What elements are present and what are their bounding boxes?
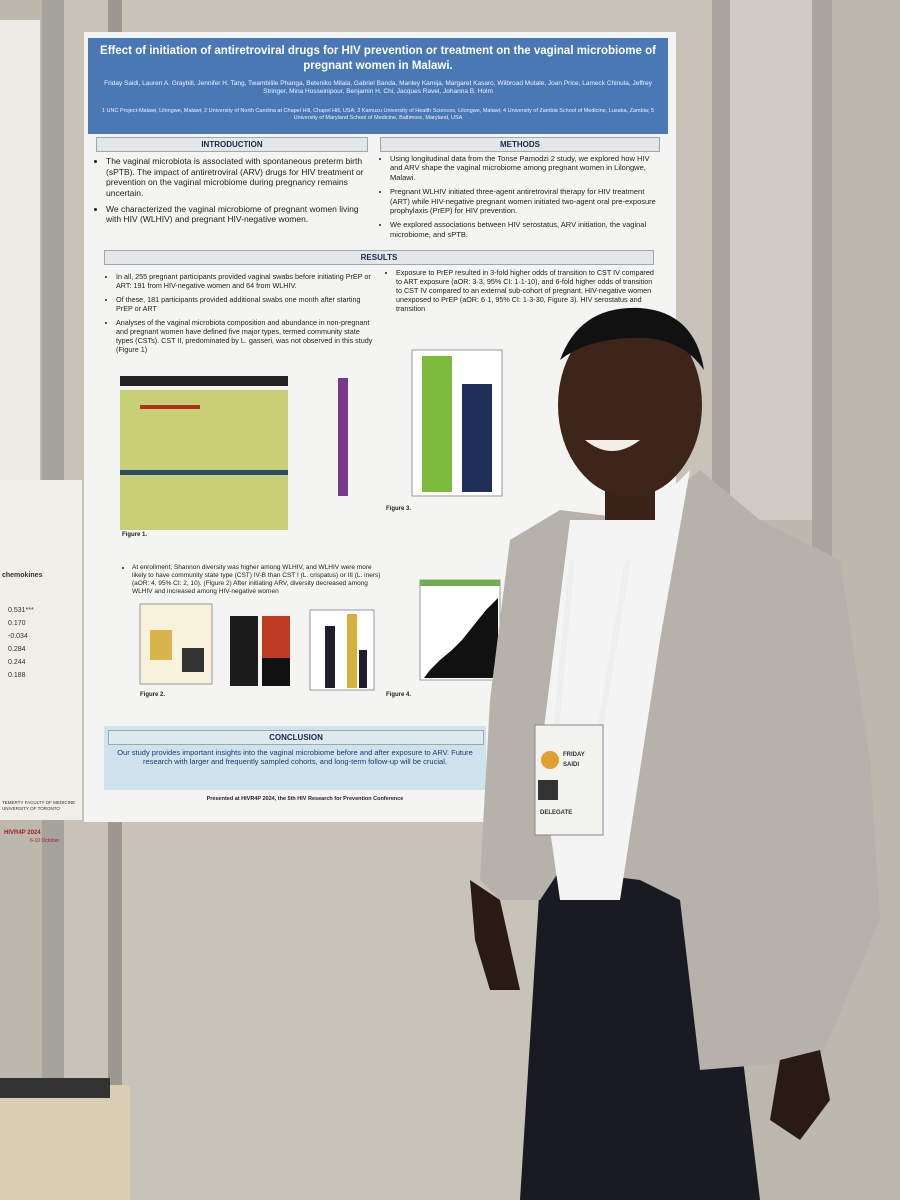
bar	[347, 614, 357, 688]
value: 0.188	[8, 672, 26, 679]
heatmap-header	[120, 376, 288, 386]
section-heading: METHODS	[380, 137, 660, 152]
hand	[470, 880, 520, 990]
badge-icon	[541, 751, 559, 769]
badge-first-name: FRIDAY	[563, 752, 585, 758]
bullet: Exposure to PrEP resulted in 3-fold high…	[396, 268, 656, 313]
bar	[359, 650, 367, 688]
left-heading: chemokines	[2, 572, 43, 579]
section-heading: INTRODUCTION	[96, 137, 368, 152]
event-dates: 6-10 October	[30, 838, 60, 844]
bar	[462, 384, 492, 492]
heatmap-band	[120, 470, 288, 475]
bar	[422, 356, 452, 492]
stack-bar	[262, 658, 290, 686]
area	[424, 598, 498, 678]
section-body: In all, 255 pregnant participants provid…	[106, 272, 378, 359]
event: HIVR4P 2024	[4, 830, 41, 836]
hair	[560, 307, 704, 370]
box	[150, 630, 172, 660]
bullet: We explored associations between HIV ser…	[390, 220, 660, 239]
affiliations: 1 UNC Project-Malawi, Lilongwe, Malawi; …	[101, 108, 655, 121]
lanyard	[553, 559, 575, 731]
caption: Figure 3.	[386, 506, 412, 512]
badge-role: DELEGATE	[540, 810, 573, 816]
head	[558, 313, 702, 497]
left-values: 0.531*** 0.170 -0.034 0.284 0.244 0.188	[8, 604, 34, 682]
bullet: Analyses of the vaginal microbiota compo…	[116, 318, 378, 354]
panel	[730, 0, 812, 520]
caption: Figure 4.	[386, 692, 412, 698]
value: 0.170	[8, 620, 26, 627]
frame-post	[712, 0, 730, 560]
section-body: Exposure to PrEP resulted in 3-fold high…	[386, 268, 656, 318]
caption: Figure 2.	[140, 692, 166, 698]
value: -0.034	[8, 633, 28, 640]
bullet: Of these, 181 participants provided addi…	[116, 295, 378, 313]
conclusion-text: Our study provides important insights in…	[117, 748, 473, 767]
value: 0.244	[8, 659, 26, 666]
section-body: Using longitudinal data from the Tonse P…	[380, 154, 660, 244]
footer: Presented at HIVR4P 2024, the 5th HIV Re…	[206, 796, 404, 802]
frame-post	[812, 0, 832, 560]
chair	[0, 1078, 110, 1098]
hand	[770, 1050, 830, 1140]
bar	[325, 626, 335, 688]
heatmap	[120, 390, 288, 530]
value: 0.284	[8, 646, 26, 653]
bag	[0, 1085, 130, 1200]
poster-title: Effect of initiation of antiretroviral d…	[100, 45, 656, 72]
figure-header	[420, 580, 500, 586]
section-heading: CONCLUSION	[108, 730, 484, 745]
bullet: The vaginal microbiota is associated wit…	[106, 156, 368, 199]
stack-bar	[230, 616, 258, 686]
lanyard	[597, 559, 631, 731]
caption: Figure 1.	[122, 532, 148, 538]
smile	[585, 440, 640, 451]
title-band	[88, 38, 668, 134]
heatmap-band	[140, 405, 200, 409]
bullet: We characterized the vaginal microbiome …	[106, 204, 368, 225]
section-heading: RESULTS	[104, 250, 654, 265]
box	[182, 648, 204, 672]
bullet: Pregnant WLHIV initiated three-agent ant…	[390, 187, 660, 215]
badge-last-name: SAIDI	[563, 762, 580, 768]
section-body: At enrollment, Shannon diversity was hig…	[122, 564, 386, 602]
section-body: The vaginal microbiota is associated wit…	[96, 156, 368, 230]
logo: TEMERTY FACULTY OF MEDICINE UNIVERSITY O…	[2, 800, 76, 811]
left-poster	[0, 480, 82, 820]
color-scale	[338, 378, 348, 496]
qr-code	[538, 780, 558, 800]
bullet: In all, 255 pregnant participants provid…	[116, 272, 378, 290]
authors: Friday Saidi, Lauren A. Graybill, Jennif…	[104, 80, 652, 96]
bullet: At enrollment, Shannon diversity was hig…	[132, 564, 386, 597]
bullet: Using longitudinal data from the Tonse P…	[390, 154, 660, 182]
value: 0.531***	[8, 607, 34, 614]
